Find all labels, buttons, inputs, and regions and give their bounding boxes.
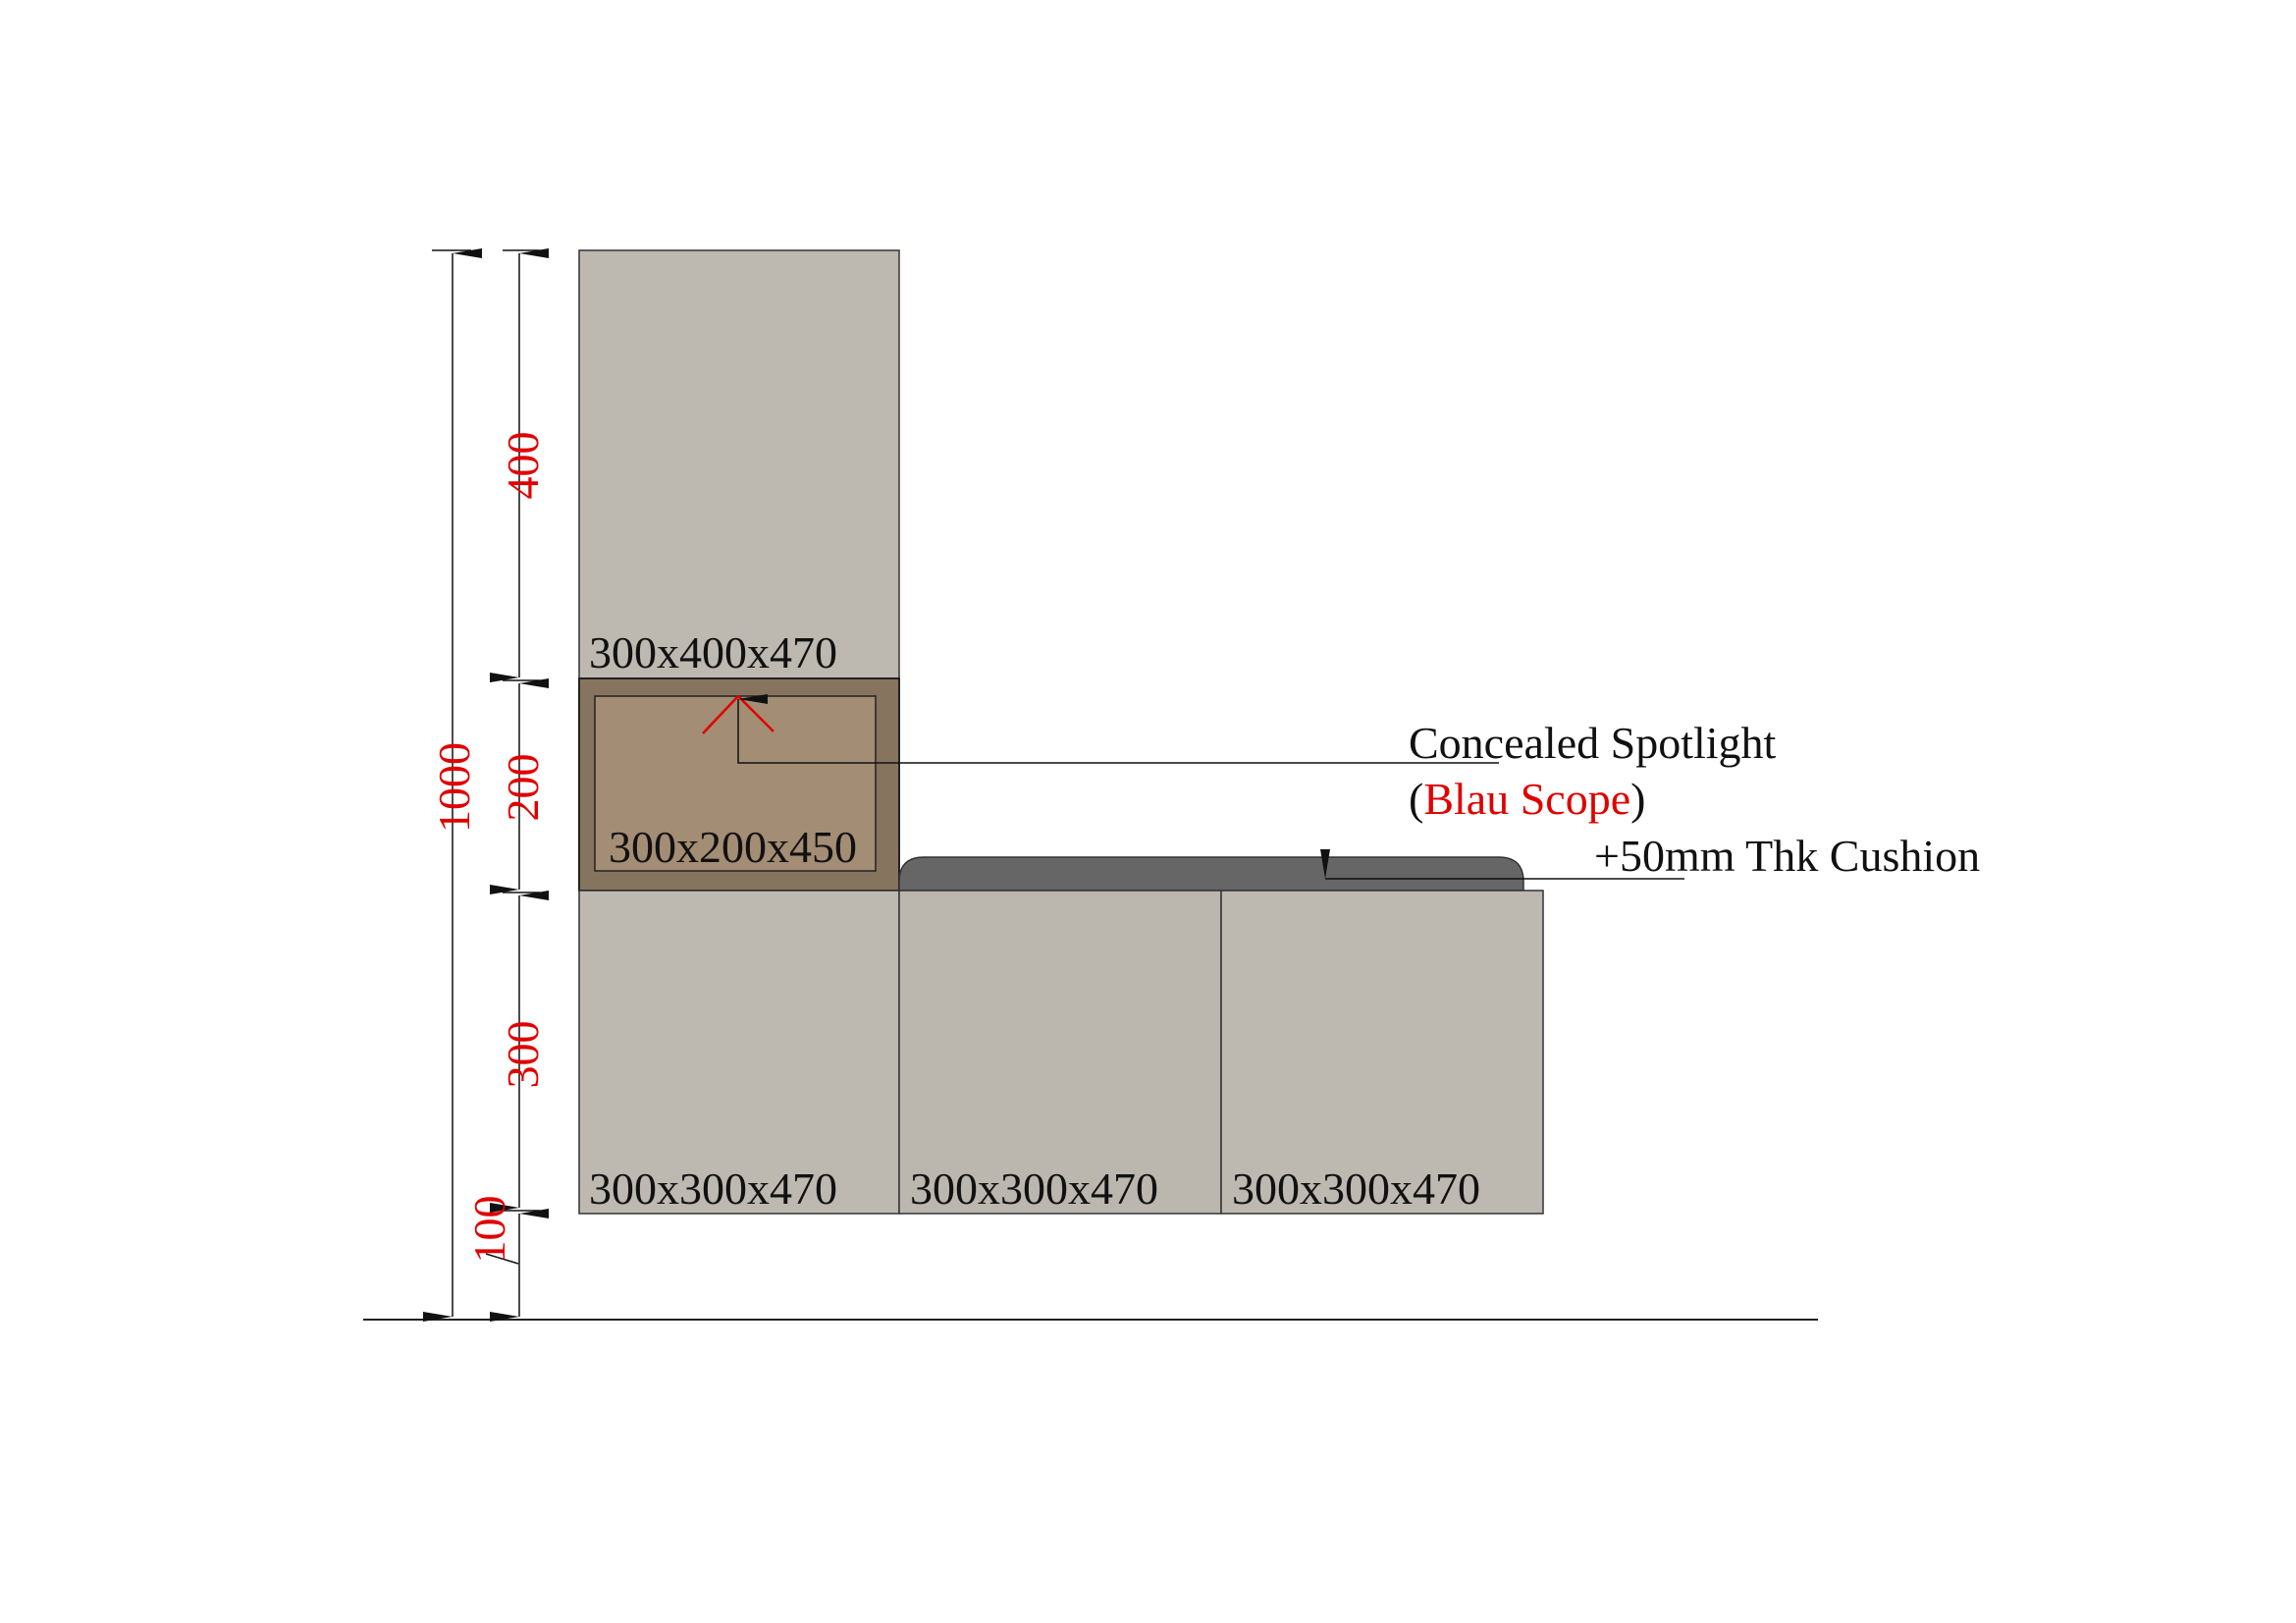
bottom-cabinet-2-label: 300x300x470 [910,1163,1158,1214]
niche-inner [594,695,877,872]
cushion [898,856,1524,892]
spotlight-leader [737,694,1499,764]
bottom-cabinet-1-label: 300x300x470 [589,1163,837,1214]
overall-dimension [423,248,482,1322]
bottom-cabinet-2 [898,890,1222,1215]
upper-cabinet [578,249,900,679]
overall-dimension-text: 1000 [429,742,479,833]
bottom-cabinet-3 [1220,890,1544,1215]
bottom-cabinet-1 [578,890,900,1215]
cushion-note: +50mm Thk Cushion [1594,831,1980,881]
bottom-cabinet-3-label: 300x300x470 [1232,1163,1480,1214]
dimension-400: 400 [498,432,548,500]
spotlight-note: Concealed Spotlight [1409,718,1777,768]
dimension-200: 200 [498,754,548,822]
spotlight-scope-note: (Blau Scope) [1409,774,1645,824]
niche-cabinet-label: 300x200x450 [609,822,857,872]
segment-dimensions [485,248,549,1322]
upper-cabinet-label: 300x400x470 [589,627,837,677]
dimension-100: 100 [464,1196,514,1264]
dimension-300: 300 [498,1021,548,1089]
